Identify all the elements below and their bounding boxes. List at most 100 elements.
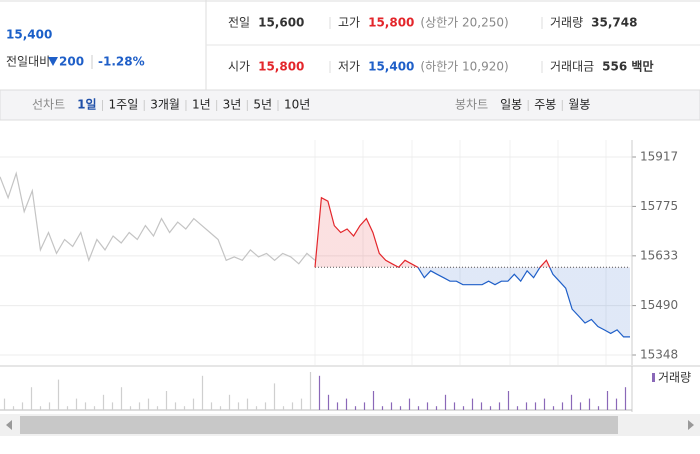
price-line (314, 196, 630, 338)
volume-bar (426, 402, 429, 410)
stat-label: 전일 (228, 16, 250, 30)
volume-bar (345, 398, 348, 410)
volume-bar (588, 398, 591, 410)
volume-bar (183, 406, 186, 410)
volume-bar (579, 402, 582, 410)
down-arrow (48, 57, 58, 66)
volume-bar (606, 391, 609, 410)
volume-bar (354, 406, 357, 410)
tab[interactable]: 1년 (192, 98, 211, 112)
stat-note: (상한가 20,250) (420, 16, 508, 30)
volume-bar (12, 406, 15, 410)
volume-bar (507, 391, 510, 410)
volume-bar (561, 402, 564, 410)
change: 200 (59, 55, 84, 69)
volume-bar (444, 394, 447, 410)
legend-label: 거래량 (658, 371, 691, 385)
volume-bar (336, 402, 339, 410)
y-tick-label: 15490 (640, 298, 678, 312)
volume-bar (111, 402, 114, 410)
volume-bar (201, 375, 204, 410)
stat-note: (하한가 10,920) (420, 60, 508, 74)
volume-bar (165, 391, 168, 410)
scroll-right[interactable] (688, 420, 694, 430)
volume-bar (93, 406, 96, 410)
tab[interactable]: 1주일 (109, 98, 139, 112)
tab-group-label: 선차트 (32, 98, 65, 112)
scroll-thumb[interactable] (20, 416, 618, 434)
volume-bar (84, 402, 87, 410)
volume-bar (39, 406, 42, 410)
volume-bar (480, 402, 483, 410)
tab[interactable]: 3개월 (150, 98, 180, 112)
price-line (0, 171, 316, 265)
y-tick-label: 15633 (640, 248, 678, 262)
volume-bar (156, 406, 159, 410)
stat-value: 556 백만 (602, 59, 653, 74)
tab[interactable]: 월봉 (568, 98, 590, 112)
stat-value: 15,600 (258, 16, 304, 30)
stat-label: 거래량 (550, 16, 583, 30)
volume-bar (525, 402, 528, 410)
volume-bar (210, 402, 213, 410)
volume-bar (570, 394, 573, 410)
tab[interactable]: 주봉 (534, 98, 556, 112)
stat-value: 15,800 (258, 60, 304, 74)
volume-bar (21, 402, 24, 410)
volume-bar (264, 402, 267, 410)
volume-bar (174, 402, 177, 410)
volume-bar (3, 398, 6, 410)
stat-value: 35,748 (591, 16, 637, 30)
volume-bar (309, 372, 312, 410)
volume-bar (597, 406, 600, 410)
volume-bar (102, 394, 105, 410)
tab-group-label: 봉차트 (455, 98, 488, 112)
change-pct: -1.28% (98, 55, 145, 69)
stat-label: 저가 (338, 60, 360, 74)
tab-bar (0, 89, 700, 121)
legend-swatch (652, 373, 655, 382)
volume-bar (552, 406, 555, 410)
stat-value: 15,800 (368, 16, 414, 30)
volume-bar (624, 387, 627, 410)
volume-bar (246, 398, 249, 410)
volume-bar (300, 398, 303, 410)
volume-bar (399, 406, 402, 410)
tab[interactable]: 5년 (253, 98, 272, 112)
volume-bar (453, 402, 456, 410)
stat-label: 거래대금 (550, 60, 594, 74)
volume-bar (363, 402, 366, 410)
volume-bar (57, 379, 60, 410)
volume-bar (192, 398, 195, 410)
volume-bar (75, 398, 78, 410)
stat-value: 15,400 (368, 60, 414, 74)
scroll-left[interactable] (6, 420, 12, 430)
volume-bar (543, 398, 546, 410)
tab[interactable]: 3년 (223, 98, 242, 112)
volume-bar (66, 406, 69, 410)
volume-bar (516, 406, 519, 410)
volume-bar (372, 391, 375, 410)
volume-bar (255, 406, 258, 410)
stat-label: 고가 (338, 16, 360, 30)
volume-bar (327, 394, 330, 410)
volume-bar (417, 406, 420, 410)
tab[interactable]: 10년 (284, 98, 310, 112)
volume-bar (282, 406, 285, 410)
volume-bar (273, 383, 276, 410)
volume-bar (435, 406, 438, 410)
volume-bar (120, 387, 123, 410)
volume-bar (237, 402, 240, 410)
volume-bar (219, 406, 222, 410)
volume-bar (390, 402, 393, 410)
tab[interactable]: 일봉 (500, 98, 522, 112)
tab[interactable]: 1일 (77, 98, 96, 112)
volume-bar (462, 406, 465, 410)
volume-bar (138, 402, 141, 410)
volume-bar (489, 406, 492, 410)
y-tick-label: 15348 (640, 348, 678, 362)
volume-bar (534, 402, 537, 410)
volume-bar (615, 398, 618, 410)
volume-bar (471, 398, 474, 410)
